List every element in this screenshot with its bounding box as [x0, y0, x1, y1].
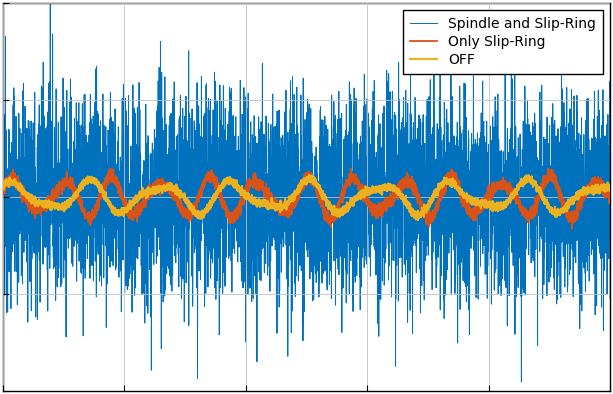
- Line: Spindle and Slip-Ring: Spindle and Slip-Ring: [3, 0, 610, 382]
- Only Slip-Ring: [0, 190, 7, 195]
- Only Slip-Ring: [347, 166, 354, 171]
- OFF: [452, 186, 460, 190]
- Spindle and Slip-Ring: [394, 193, 402, 197]
- Line: Only Slip-Ring: Only Slip-Ring: [3, 169, 610, 229]
- OFF: [109, 210, 116, 214]
- OFF: [606, 189, 613, 193]
- Only Slip-Ring: [231, 219, 238, 224]
- OFF: [231, 178, 238, 183]
- Spindle and Slip-Ring: [0, 205, 7, 210]
- Spindle and Slip-Ring: [110, 180, 117, 184]
- Only Slip-Ring: [394, 188, 402, 193]
- OFF: [414, 218, 422, 223]
- OFF: [0, 180, 7, 184]
- Only Slip-Ring: [606, 193, 613, 198]
- Spindle and Slip-Ring: [364, 96, 371, 101]
- OFF: [305, 173, 313, 177]
- Line: OFF: OFF: [3, 175, 610, 220]
- Only Slip-Ring: [364, 197, 371, 202]
- Legend: Spindle and Slip-Ring, Only Slip-Ring, OFF: Spindle and Slip-Ring, Only Slip-Ring, O…: [403, 10, 603, 74]
- Only Slip-Ring: [452, 173, 460, 178]
- Spindle and Slip-Ring: [498, 248, 506, 253]
- Spindle and Slip-Ring: [518, 379, 525, 384]
- Spindle and Slip-Ring: [452, 242, 460, 247]
- Only Slip-Ring: [568, 227, 576, 231]
- Only Slip-Ring: [498, 184, 506, 189]
- Spindle and Slip-Ring: [606, 296, 613, 301]
- Only Slip-Ring: [109, 170, 116, 175]
- OFF: [394, 188, 402, 193]
- OFF: [364, 190, 371, 195]
- OFF: [498, 202, 506, 207]
- Spindle and Slip-Ring: [231, 173, 238, 177]
